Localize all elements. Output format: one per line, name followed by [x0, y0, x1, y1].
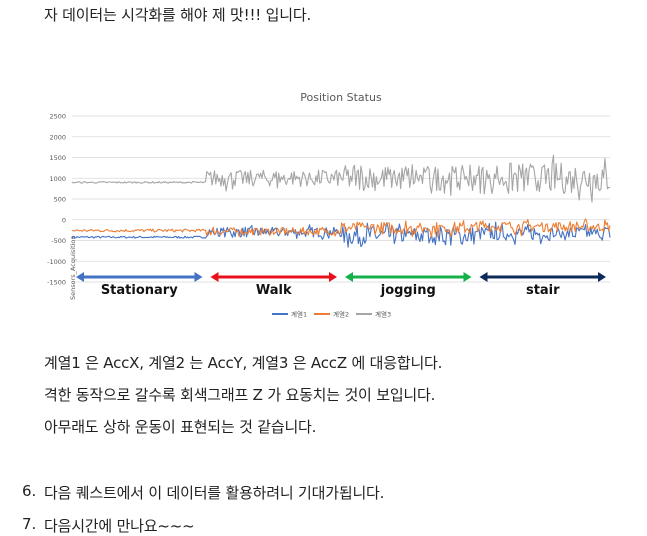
y-axis-label: Sensors_Acquisition	[69, 235, 77, 300]
position-status-chart: Position Status 2500 2000 1500 1000 500 0 -500 -…	[47, 91, 611, 319]
legend-label-1: 계열1	[291, 310, 307, 319]
segment-label-stair: stair	[526, 283, 560, 298]
y-tick-label: 1000	[49, 175, 66, 183]
legend-label-2: 계열2	[333, 310, 349, 319]
intro-text: 자 데이터는 시각화를 해야 제 맛!!! 입니다.	[44, 6, 312, 24]
segment-arrowhead-left	[345, 272, 353, 282]
legend-label-3: 계열3	[375, 310, 391, 319]
segment-arrowhead-right	[329, 272, 337, 282]
series-mapping-text: 계열1 은 AccX, 계열2 는 AccY, 계열3 은 AccZ 에 대응합…	[44, 354, 443, 372]
list-item-number: 6.	[22, 482, 37, 500]
y-tick-label: 1500	[49, 154, 66, 162]
segment-arrowhead-left	[479, 272, 488, 282]
list-item: 다음 퀘스트에서 이 데이터를 활용하려니 기대가됩니다.	[44, 484, 385, 502]
y-tick-label: -1000	[47, 258, 66, 266]
segment-arrowhead-left	[76, 272, 84, 282]
chart-title: Position Status	[300, 91, 382, 104]
conclusion-text: 아무래도 상하 운동이 표현되는 것 같습니다.	[44, 418, 317, 436]
y-tick-label: -1500	[47, 279, 66, 287]
segment-label-walk: Walk	[256, 283, 292, 298]
segment-label-jogging: jogging	[380, 283, 436, 298]
y-tick-label: 500	[54, 196, 66, 204]
list-item: 다음시간에 만나요~~~	[44, 517, 195, 535]
series-line-2	[71, 218, 611, 238]
segment-label-stationary: Stationary	[101, 283, 178, 298]
y-tick-label: 2500	[49, 113, 66, 121]
observation-text: 격한 동작으로 갈수록 회색그래프 Z 가 요동치는 것이 보입니다.	[44, 386, 436, 404]
y-tick-label: 2000	[49, 133, 66, 141]
series-line-3	[71, 154, 611, 203]
y-tick-label: -500	[51, 237, 66, 245]
segment-arrowhead-right	[194, 272, 203, 282]
segment-arrowhead-right	[463, 272, 472, 282]
segment-arrowhead-left	[210, 272, 219, 282]
list-item-number: 7.	[22, 515, 37, 533]
y-tick-label: 0	[62, 216, 66, 224]
segment-arrowhead-right	[598, 272, 606, 282]
